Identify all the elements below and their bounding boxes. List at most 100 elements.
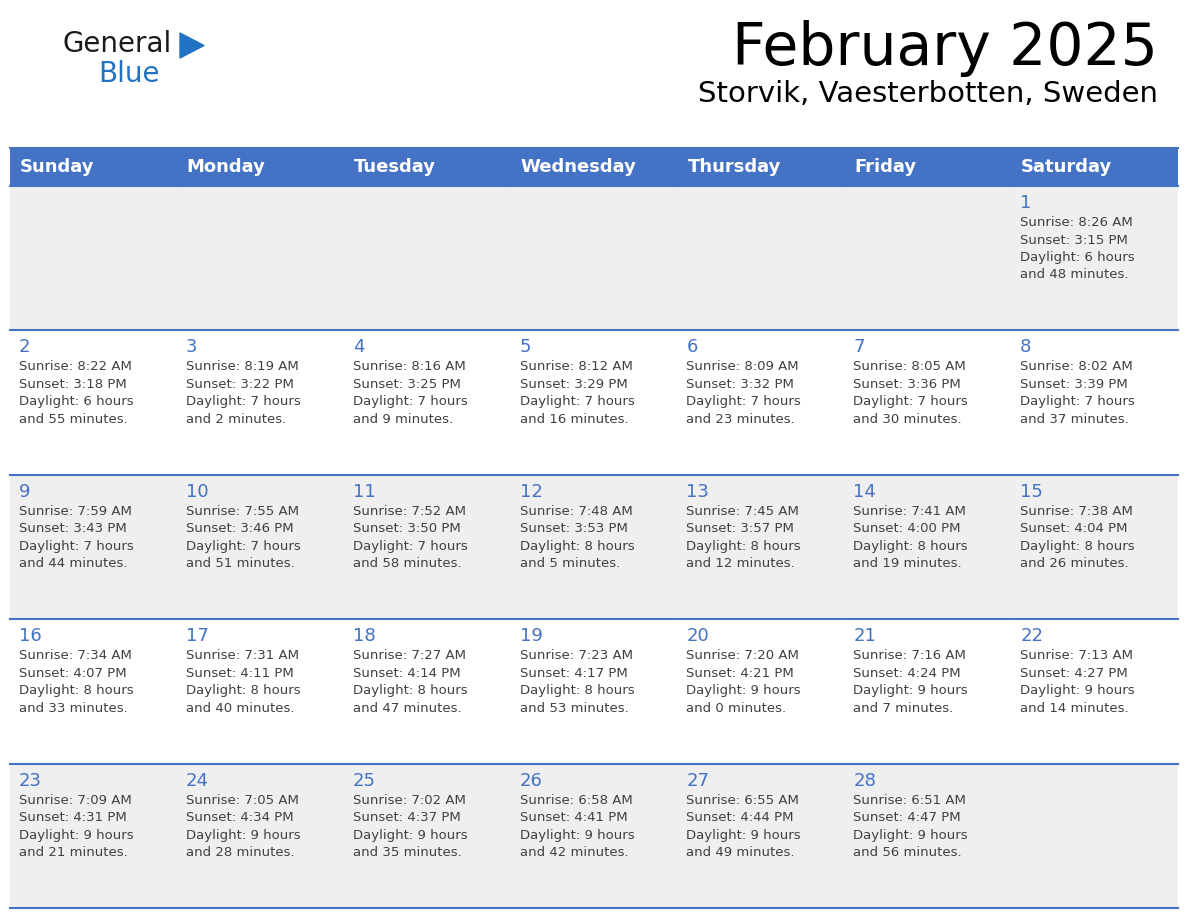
Text: Wednesday: Wednesday — [520, 158, 637, 176]
Bar — [677, 186, 845, 330]
Text: Sunrise: 7:41 AM
Sunset: 4:00 PM
Daylight: 8 hours
and 19 minutes.: Sunrise: 7:41 AM Sunset: 4:00 PM Dayligh… — [853, 505, 968, 570]
Text: 20: 20 — [687, 627, 709, 645]
Text: Sunrise: 8:22 AM
Sunset: 3:18 PM
Daylight: 6 hours
and 55 minutes.: Sunrise: 8:22 AM Sunset: 3:18 PM Dayligh… — [19, 361, 133, 426]
Bar — [343, 475, 511, 620]
Bar — [845, 330, 1011, 475]
Text: Sunrise: 8:09 AM
Sunset: 3:32 PM
Daylight: 7 hours
and 23 minutes.: Sunrise: 8:09 AM Sunset: 3:32 PM Dayligh… — [687, 361, 801, 426]
Text: Sunrise: 6:51 AM
Sunset: 4:47 PM
Daylight: 9 hours
and 56 minutes.: Sunrise: 6:51 AM Sunset: 4:47 PM Dayligh… — [853, 793, 968, 859]
Text: Sunrise: 6:58 AM
Sunset: 4:41 PM
Daylight: 9 hours
and 42 minutes.: Sunrise: 6:58 AM Sunset: 4:41 PM Dayligh… — [519, 793, 634, 859]
Text: Sunrise: 7:45 AM
Sunset: 3:57 PM
Daylight: 8 hours
and 12 minutes.: Sunrise: 7:45 AM Sunset: 3:57 PM Dayligh… — [687, 505, 801, 570]
Text: 26: 26 — [519, 772, 543, 789]
Text: Friday: Friday — [854, 158, 916, 176]
Bar — [177, 764, 343, 908]
Bar — [511, 330, 677, 475]
Bar — [177, 186, 343, 330]
Bar — [511, 186, 677, 330]
Text: 17: 17 — [185, 627, 209, 645]
Text: Sunrise: 7:52 AM
Sunset: 3:50 PM
Daylight: 7 hours
and 58 minutes.: Sunrise: 7:52 AM Sunset: 3:50 PM Dayligh… — [353, 505, 467, 570]
Text: Sunrise: 7:34 AM
Sunset: 4:07 PM
Daylight: 8 hours
and 33 minutes.: Sunrise: 7:34 AM Sunset: 4:07 PM Dayligh… — [19, 649, 133, 715]
Bar — [10, 186, 177, 330]
Text: 3: 3 — [185, 339, 197, 356]
Text: Sunrise: 7:20 AM
Sunset: 4:21 PM
Daylight: 9 hours
and 0 minutes.: Sunrise: 7:20 AM Sunset: 4:21 PM Dayligh… — [687, 649, 801, 715]
Bar — [677, 764, 845, 908]
Text: Tuesday: Tuesday — [354, 158, 436, 176]
Text: 1: 1 — [1020, 194, 1031, 212]
Text: Sunrise: 8:19 AM
Sunset: 3:22 PM
Daylight: 7 hours
and 2 minutes.: Sunrise: 8:19 AM Sunset: 3:22 PM Dayligh… — [185, 361, 301, 426]
Text: 22: 22 — [1020, 627, 1043, 645]
Text: 19: 19 — [519, 627, 543, 645]
Text: February 2025: February 2025 — [732, 20, 1158, 77]
Bar — [1011, 475, 1178, 620]
Text: 24: 24 — [185, 772, 209, 789]
Bar — [1011, 186, 1178, 330]
Bar — [10, 475, 177, 620]
Text: Sunrise: 7:27 AM
Sunset: 4:14 PM
Daylight: 8 hours
and 47 minutes.: Sunrise: 7:27 AM Sunset: 4:14 PM Dayligh… — [353, 649, 467, 715]
Text: 8: 8 — [1020, 339, 1031, 356]
Bar — [511, 620, 677, 764]
Bar — [1011, 330, 1178, 475]
Text: Sunrise: 7:59 AM
Sunset: 3:43 PM
Daylight: 7 hours
and 44 minutes.: Sunrise: 7:59 AM Sunset: 3:43 PM Dayligh… — [19, 505, 134, 570]
Bar — [845, 764, 1011, 908]
Text: General: General — [62, 30, 171, 58]
Bar — [1011, 764, 1178, 908]
Bar — [10, 620, 177, 764]
Bar — [177, 330, 343, 475]
Text: Sunday: Sunday — [20, 158, 95, 176]
Text: 21: 21 — [853, 627, 877, 645]
Text: Sunrise: 8:12 AM
Sunset: 3:29 PM
Daylight: 7 hours
and 16 minutes.: Sunrise: 8:12 AM Sunset: 3:29 PM Dayligh… — [519, 361, 634, 426]
Text: 5: 5 — [519, 339, 531, 356]
Text: 7: 7 — [853, 339, 865, 356]
Text: 18: 18 — [353, 627, 375, 645]
Text: Sunrise: 8:05 AM
Sunset: 3:36 PM
Daylight: 7 hours
and 30 minutes.: Sunrise: 8:05 AM Sunset: 3:36 PM Dayligh… — [853, 361, 968, 426]
Bar — [177, 620, 343, 764]
Text: Sunrise: 7:48 AM
Sunset: 3:53 PM
Daylight: 8 hours
and 5 minutes.: Sunrise: 7:48 AM Sunset: 3:53 PM Dayligh… — [519, 505, 634, 570]
Text: Sunrise: 7:38 AM
Sunset: 4:04 PM
Daylight: 8 hours
and 26 minutes.: Sunrise: 7:38 AM Sunset: 4:04 PM Dayligh… — [1020, 505, 1135, 570]
Text: Monday: Monday — [187, 158, 266, 176]
Text: 15: 15 — [1020, 483, 1043, 501]
Text: Sunrise: 7:05 AM
Sunset: 4:34 PM
Daylight: 9 hours
and 28 minutes.: Sunrise: 7:05 AM Sunset: 4:34 PM Dayligh… — [185, 793, 301, 859]
Text: Storvik, Vaesterbotten, Sweden: Storvik, Vaesterbotten, Sweden — [699, 80, 1158, 108]
Text: 14: 14 — [853, 483, 877, 501]
Text: Sunrise: 6:55 AM
Sunset: 4:44 PM
Daylight: 9 hours
and 49 minutes.: Sunrise: 6:55 AM Sunset: 4:44 PM Dayligh… — [687, 793, 801, 859]
Bar — [343, 186, 511, 330]
Bar — [10, 764, 177, 908]
Bar — [845, 475, 1011, 620]
Bar — [343, 764, 511, 908]
Text: Sunrise: 7:31 AM
Sunset: 4:11 PM
Daylight: 8 hours
and 40 minutes.: Sunrise: 7:31 AM Sunset: 4:11 PM Dayligh… — [185, 649, 301, 715]
Bar — [677, 620, 845, 764]
Text: Sunrise: 8:26 AM
Sunset: 3:15 PM
Daylight: 6 hours
and 48 minutes.: Sunrise: 8:26 AM Sunset: 3:15 PM Dayligh… — [1020, 216, 1135, 282]
Text: 6: 6 — [687, 339, 697, 356]
Text: 4: 4 — [353, 339, 365, 356]
Text: 16: 16 — [19, 627, 42, 645]
Text: Thursday: Thursday — [688, 158, 781, 176]
Bar — [343, 330, 511, 475]
Text: 13: 13 — [687, 483, 709, 501]
Text: 23: 23 — [19, 772, 42, 789]
Text: Saturday: Saturday — [1022, 158, 1112, 176]
Bar — [845, 620, 1011, 764]
Polygon shape — [181, 33, 204, 58]
Text: 2: 2 — [19, 339, 31, 356]
Text: Sunrise: 7:23 AM
Sunset: 4:17 PM
Daylight: 8 hours
and 53 minutes.: Sunrise: 7:23 AM Sunset: 4:17 PM Dayligh… — [519, 649, 634, 715]
Text: 12: 12 — [519, 483, 543, 501]
Text: 10: 10 — [185, 483, 208, 501]
Bar — [177, 475, 343, 620]
Text: Sunrise: 8:02 AM
Sunset: 3:39 PM
Daylight: 7 hours
and 37 minutes.: Sunrise: 8:02 AM Sunset: 3:39 PM Dayligh… — [1020, 361, 1135, 426]
Bar — [511, 475, 677, 620]
Bar — [10, 330, 177, 475]
Text: Sunrise: 7:09 AM
Sunset: 4:31 PM
Daylight: 9 hours
and 21 minutes.: Sunrise: 7:09 AM Sunset: 4:31 PM Dayligh… — [19, 793, 133, 859]
Text: 11: 11 — [353, 483, 375, 501]
Text: 25: 25 — [353, 772, 375, 789]
Bar — [1011, 620, 1178, 764]
Bar — [677, 330, 845, 475]
Text: 27: 27 — [687, 772, 709, 789]
Text: Sunrise: 7:02 AM
Sunset: 4:37 PM
Daylight: 9 hours
and 35 minutes.: Sunrise: 7:02 AM Sunset: 4:37 PM Dayligh… — [353, 793, 467, 859]
Text: 28: 28 — [853, 772, 877, 789]
Text: Sunrise: 8:16 AM
Sunset: 3:25 PM
Daylight: 7 hours
and 9 minutes.: Sunrise: 8:16 AM Sunset: 3:25 PM Dayligh… — [353, 361, 467, 426]
Bar — [10, 148, 1178, 186]
Bar — [845, 186, 1011, 330]
Bar — [677, 475, 845, 620]
Text: Sunrise: 7:13 AM
Sunset: 4:27 PM
Daylight: 9 hours
and 14 minutes.: Sunrise: 7:13 AM Sunset: 4:27 PM Dayligh… — [1020, 649, 1135, 715]
Bar — [343, 620, 511, 764]
Text: Sunrise: 7:16 AM
Sunset: 4:24 PM
Daylight: 9 hours
and 7 minutes.: Sunrise: 7:16 AM Sunset: 4:24 PM Dayligh… — [853, 649, 968, 715]
